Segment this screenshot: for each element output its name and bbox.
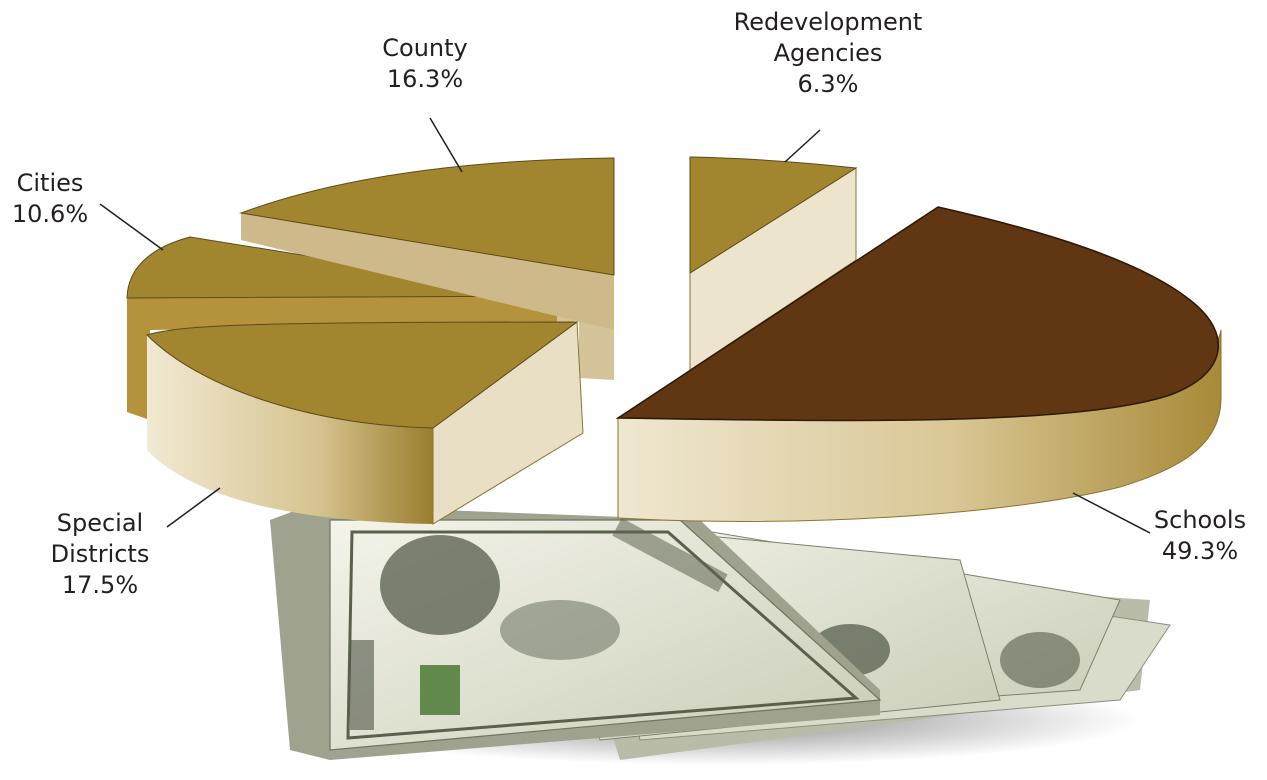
- leader-lines: [99, 117, 1151, 534]
- slice-schools: [615, 206, 1222, 522]
- label-schools: Schools 49.3%: [1153, 506, 1247, 565]
- leader-line-redevelopment: [784, 129, 821, 163]
- slice-county: [239, 157, 615, 380]
- leader-line-schools: [1072, 492, 1151, 534]
- label-special-districts: Special Districts 17.5%: [50, 509, 150, 599]
- label-county: County 16.3%: [382, 34, 468, 93]
- leader-line-special-districts: [166, 487, 221, 528]
- slice-special-districts: [146, 321, 584, 525]
- dollar-bills-image: [270, 505, 1171, 765]
- pie-slices: [126, 156, 1222, 525]
- leader-line-cities: [99, 203, 164, 251]
- leader-line-county: [429, 117, 463, 173]
- label-cities: Cities 10.6%: [11, 169, 89, 228]
- label-redevelopment-agencies: Redevelopment Agencies 6.3%: [733, 8, 923, 98]
